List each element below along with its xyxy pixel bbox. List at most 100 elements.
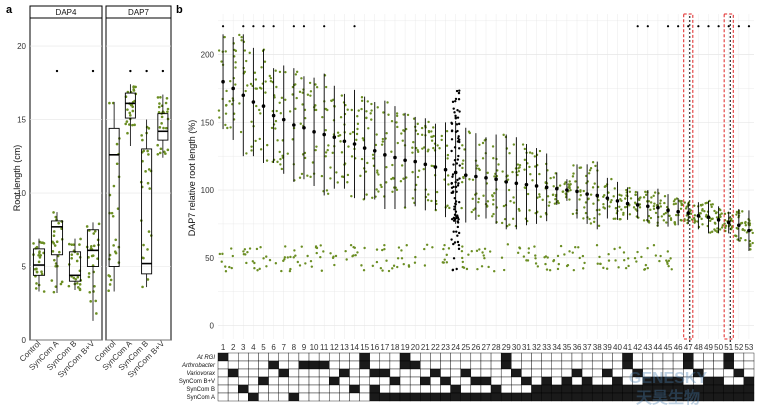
box: [86, 229, 100, 267]
data-point: [92, 244, 96, 248]
facet-panel: [29, 17, 103, 341]
data-point: [346, 173, 350, 177]
data-point: [301, 103, 304, 106]
data-point: [458, 164, 461, 167]
data-point: [646, 247, 649, 250]
matrix-cell: [561, 368, 573, 378]
data-point: [254, 87, 257, 90]
data-point: [438, 147, 441, 150]
data-point: [440, 138, 443, 142]
data-point: [258, 137, 261, 141]
matrix-cell: [399, 368, 411, 378]
x-tick-label: 10: [310, 343, 319, 352]
data-point: [665, 221, 668, 224]
data-point: [140, 134, 143, 137]
matrix-cell: [703, 360, 714, 370]
matrix-cell: [460, 368, 472, 378]
data-point: [314, 83, 317, 86]
matrix-cell: [258, 360, 269, 370]
data-point: [238, 33, 241, 37]
data-point: [134, 85, 137, 89]
data-point: [231, 254, 235, 258]
data-point: [700, 217, 703, 221]
data-point: [288, 269, 292, 273]
data-point: [614, 217, 617, 220]
matrix-cell: [632, 352, 643, 362]
matrix-cell: [541, 352, 552, 362]
box: [108, 127, 120, 267]
data-point: [591, 160, 595, 164]
data-point: [53, 258, 56, 262]
matrix-cell: [298, 376, 310, 386]
matrix-cell: [733, 376, 745, 386]
x-tick-label: 51: [724, 343, 733, 352]
matrix-cell: [500, 392, 512, 402]
data-point: [663, 201, 666, 205]
data-point: [349, 243, 353, 247]
data-point: [608, 205, 611, 208]
data-point: [623, 206, 627, 209]
data-point: [276, 160, 279, 164]
matrix-cell: [308, 384, 320, 394]
data-point: [634, 190, 638, 194]
data-point: [294, 107, 297, 111]
data-point: [254, 78, 258, 81]
data-point: [291, 93, 294, 96]
matrix-cell: [308, 368, 320, 378]
matrix-cell: [521, 360, 532, 370]
mean-point: [575, 189, 579, 194]
data-point: [512, 201, 516, 204]
matrix-cell: [329, 384, 340, 394]
matrix-cell: [430, 360, 441, 370]
data-point: [76, 275, 80, 279]
matrix-cell: [450, 392, 461, 402]
matrix-cell: [571, 360, 583, 370]
data-point: [375, 260, 379, 264]
data-point: [327, 144, 330, 147]
data-point: [294, 83, 297, 86]
data-point: [659, 205, 663, 208]
data-point: [58, 250, 61, 254]
x-tick-label: 13: [340, 343, 349, 352]
mean-point: [292, 123, 296, 127]
data-point: [309, 94, 312, 97]
data-point: [534, 257, 537, 260]
panel-a-y-tick-label: 5: [22, 263, 27, 272]
data-point: [451, 100, 455, 104]
data-point: [528, 165, 531, 169]
data-point: [321, 115, 324, 119]
data-point: [381, 137, 385, 141]
matrix-cell: [713, 368, 724, 378]
data-point: [658, 202, 662, 205]
significance-marker: [737, 25, 740, 28]
data-point: [613, 247, 616, 251]
matrix-cell: [450, 368, 461, 378]
data-point: [534, 262, 538, 265]
data-point: [87, 275, 91, 279]
data-point: [652, 194, 655, 198]
matrix-cell: [642, 360, 654, 370]
panel-a-y-tick-label: 20: [17, 42, 26, 51]
data-point: [51, 250, 55, 253]
data-point: [456, 184, 460, 187]
data-point: [558, 184, 562, 187]
data-point: [296, 260, 300, 264]
data-point: [523, 186, 527, 189]
data-point: [652, 207, 656, 211]
data-point: [450, 129, 454, 133]
data-point: [588, 169, 592, 172]
mean-point: [686, 211, 691, 215]
data-point: [430, 130, 433, 133]
data-point: [624, 266, 628, 270]
matrix-cell: [662, 352, 674, 362]
matrix-cell: [612, 360, 623, 370]
matrix-cell: [409, 352, 421, 362]
matrix-cell: [369, 376, 381, 386]
significance-marker: [717, 25, 720, 28]
data-point: [664, 211, 667, 215]
data-point: [128, 111, 132, 115]
data-point: [455, 123, 459, 126]
data-point: [40, 270, 43, 273]
data-point: [147, 168, 151, 171]
matrix-cell: [227, 352, 239, 362]
